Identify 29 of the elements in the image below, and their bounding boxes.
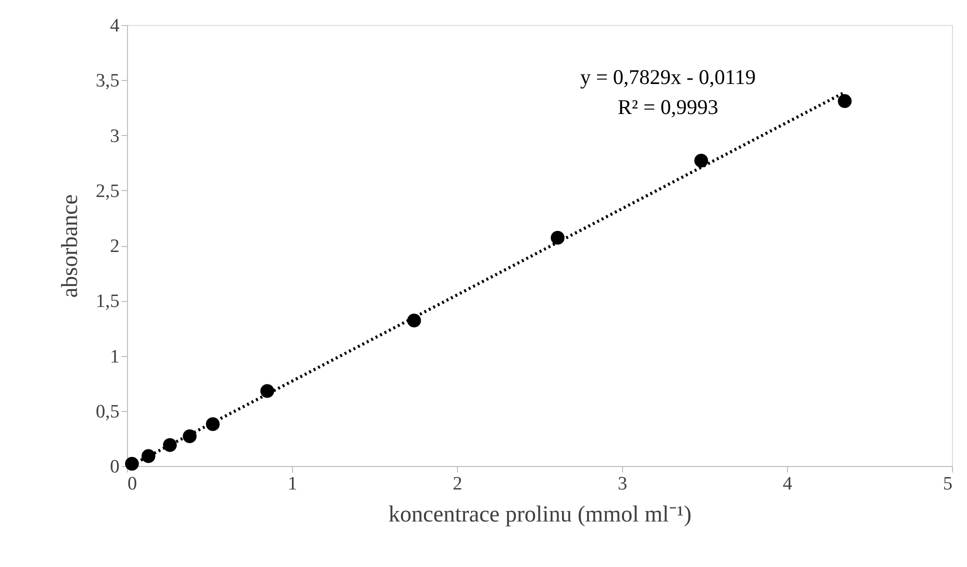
- y-tick-label: 2: [110, 236, 120, 257]
- y-tick-label: 2,5: [96, 180, 120, 202]
- y-tick-label: 0: [110, 456, 120, 478]
- point: [163, 438, 177, 452]
- point: [125, 456, 139, 471]
- y-tick-label: 3: [110, 126, 120, 147]
- point: [694, 154, 708, 168]
- point: [260, 384, 274, 398]
- annotation: y = 0,7829x - 0,0119: [580, 65, 756, 89]
- x-tick-label: 5: [943, 474, 952, 494]
- x-tick-label: 2: [452, 474, 462, 494]
- x-tick-label: 0: [128, 474, 137, 494]
- annotation: R² = 0,9993: [618, 95, 718, 119]
- y-tick-label: 0,5: [96, 401, 120, 422]
- x-axis-title: koncentrace prolinu (mmol ml⁻¹): [388, 502, 692, 526]
- point: [838, 94, 852, 108]
- point: [206, 417, 220, 431]
- point: [182, 429, 197, 444]
- y-tick-label: 1,5: [96, 291, 120, 312]
- point: [407, 314, 421, 328]
- y-tick-label: 4: [110, 16, 120, 36]
- point: [550, 230, 565, 245]
- point: [142, 449, 156, 463]
- x-tick-label: 3: [618, 474, 628, 494]
- y-axis-title: absorbance: [56, 194, 82, 298]
- y-tick-label: 3,5: [96, 70, 120, 92]
- x-tick-label: 1: [288, 474, 298, 494]
- y-tick-label: 1: [110, 346, 120, 368]
- x-tick-label: 4: [782, 474, 793, 494]
